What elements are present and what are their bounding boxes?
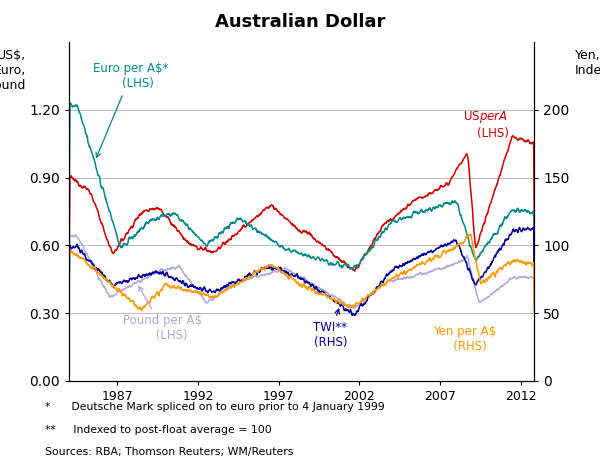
Text: Euro per A$*
    (LHS): Euro per A$* (LHS)	[92, 63, 168, 157]
Text: Australian Dollar: Australian Dollar	[215, 13, 385, 31]
Text: Sources: RBA; Thomson Reuters; WM/Reuters: Sources: RBA; Thomson Reuters; WM/Reuter…	[45, 447, 293, 457]
Y-axis label: US$,
Euro,
Pound: US$, Euro, Pound	[0, 49, 26, 92]
Text: **     Indexed to post-float average = 100: ** Indexed to post-float average = 100	[45, 425, 272, 435]
Text: *      Deutsche Mark spliced on to euro prior to 4 January 1999: * Deutsche Mark spliced on to euro prior…	[45, 402, 385, 412]
Text: TWI**
(RHS): TWI** (RHS)	[313, 309, 347, 349]
Text: Pound per A$
     (LHS): Pound per A$ (LHS)	[123, 286, 202, 342]
Text: Yen per A$
   (RHS): Yen per A$ (RHS)	[433, 325, 496, 353]
Y-axis label: Yen,
Index: Yen, Index	[575, 49, 600, 77]
Text: US$ per A$
    (LHS): US$ per A$ (LHS)	[461, 109, 509, 140]
